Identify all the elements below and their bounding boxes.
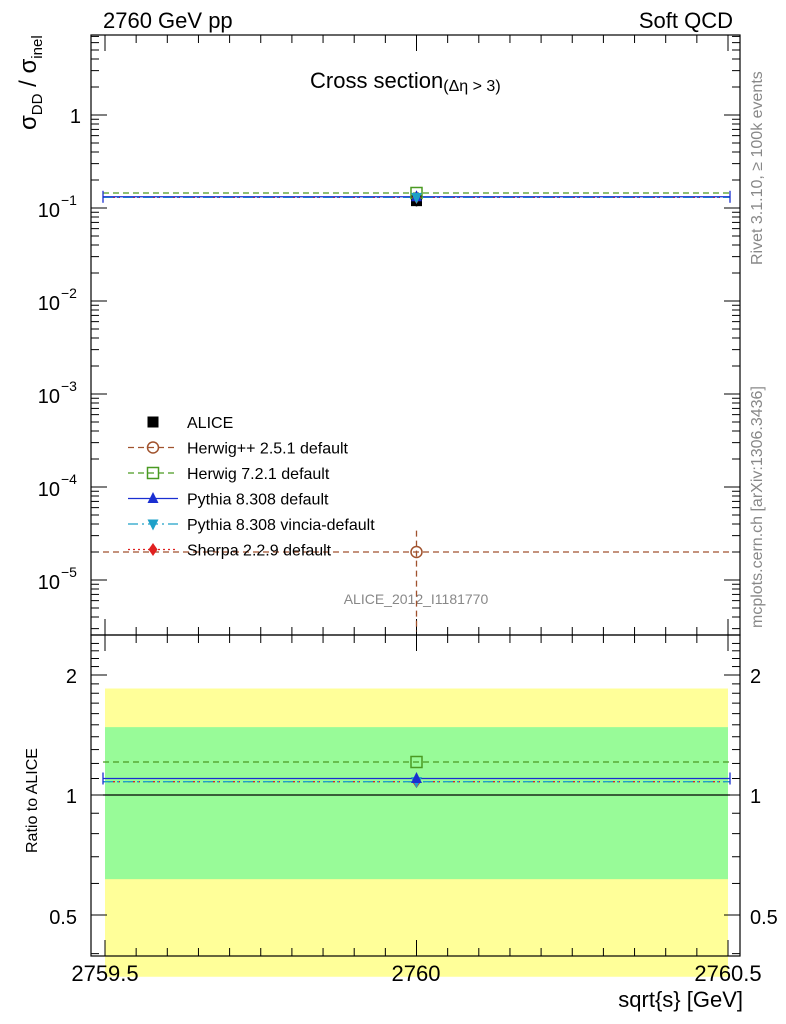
ratio-tick-label-right: 0.5 — [750, 907, 778, 929]
ratio-tick-label-right: 1 — [750, 786, 761, 808]
legend-marker — [148, 543, 158, 556]
legend-label: Sherpa 2.2.9 default — [187, 543, 332, 560]
ratio-y-tick-labels: 2 1 0.5 2 1 0.5 — [49, 666, 778, 929]
main-axis-ticks — [91, 35, 740, 635]
legend-item: Herwig++ 2.5.1 default — [128, 441, 349, 458]
svg-text:−3: −3 — [61, 378, 77, 394]
svg-text:−4: −4 — [61, 471, 77, 487]
legend-label: Pythia 8.308 default — [187, 492, 329, 509]
legend-marker — [147, 416, 159, 428]
svg-text:10: 10 — [38, 200, 60, 222]
ratio-point — [410, 755, 423, 769]
plot-title: Cross section(Δη > 3) — [310, 68, 501, 95]
ratio-tick-label: 2 — [66, 666, 77, 688]
main-y-tick-labels: 1 10 −1 10 −2 10 −3 10 −4 10 −5 — [38, 106, 81, 594]
legend-item: Pythia 8.308 default — [128, 492, 329, 509]
svg-text:−5: −5 — [61, 564, 77, 580]
x-axis-label: sqrt{s} [GeV] — [618, 987, 743, 1012]
svg-text:−1: −1 — [61, 192, 77, 208]
ratio-tick-label-right: 2 — [750, 666, 761, 688]
legend-item: ALICE — [147, 415, 233, 432]
legend-label: Herwig 7.2.1 default — [187, 466, 330, 483]
data-point — [410, 545, 423, 559]
legend-item: Herwig 7.2.1 default — [128, 466, 330, 483]
svg-text:σDD / σinel: σDD / σinel — [15, 35, 46, 130]
ratio-tick-label: 1 — [66, 786, 77, 808]
y-tick-label: 10 −3 — [38, 378, 77, 408]
ratio-tick-label: 0.5 — [49, 907, 77, 929]
x-tick-label: 2760.5 — [694, 961, 761, 986]
y-tick-label: 1 — [70, 106, 81, 128]
header-right: Soft QCD — [639, 8, 733, 33]
header-left: 2760 GeV pp — [103, 8, 233, 33]
legend-item: Sherpa 2.2.9 default — [128, 543, 332, 560]
x-tick-labels: 2759.5 2760 2760.5 — [71, 961, 761, 986]
legend-label: Pythia 8.308 vincia-default — [187, 517, 375, 534]
svg-text:10: 10 — [38, 386, 60, 408]
analysis-tag: ALICE_2012_I1181770 — [344, 591, 489, 607]
y-tick-label: 10 −1 — [38, 192, 77, 222]
y-tick-label: 10 −2 — [38, 285, 77, 315]
one-sigma-band — [105, 727, 728, 880]
svg-text:10: 10 — [38, 293, 60, 315]
main-series-layer — [102, 186, 731, 632]
svg-text:10: 10 — [38, 479, 60, 501]
ratio-y-axis-label: Ratio to ALICE — [24, 748, 41, 853]
legend-marker — [147, 492, 159, 503]
svg-text:−2: −2 — [61, 285, 77, 301]
y-tick-label: 10 −5 — [38, 564, 77, 594]
y-tick-label: 10 −4 — [38, 471, 77, 501]
x-tick-label: 2759.5 — [71, 961, 138, 986]
ratio-uncertainty-bands — [105, 688, 728, 977]
legend-label: ALICE — [187, 415, 233, 432]
rivet-version-label: Rivet 3.1.10, ≥ 100k events — [749, 71, 766, 265]
main-y-axis-label: σDD / σinel — [15, 35, 46, 130]
legend-label: Herwig++ 2.5.1 default — [187, 441, 349, 458]
legend-marker — [147, 519, 159, 531]
data-point — [411, 192, 422, 204]
legend-marker — [146, 466, 160, 480]
legend: ALICE Herwig++ 2.5.1 default Herwig 7.2.1 … — [128, 415, 375, 560]
ratio-series-layer — [102, 755, 731, 796]
x-tick-label: 2760 — [392, 961, 441, 986]
svg-text:10: 10 — [38, 572, 60, 594]
ratio-point — [411, 771, 422, 783]
mcplots-reference-label: mcplots.cern.ch [arXiv:1306.3436] — [749, 386, 766, 628]
legend-item: Pythia 8.308 vincia-default — [128, 517, 375, 534]
legend-marker — [146, 441, 160, 454]
